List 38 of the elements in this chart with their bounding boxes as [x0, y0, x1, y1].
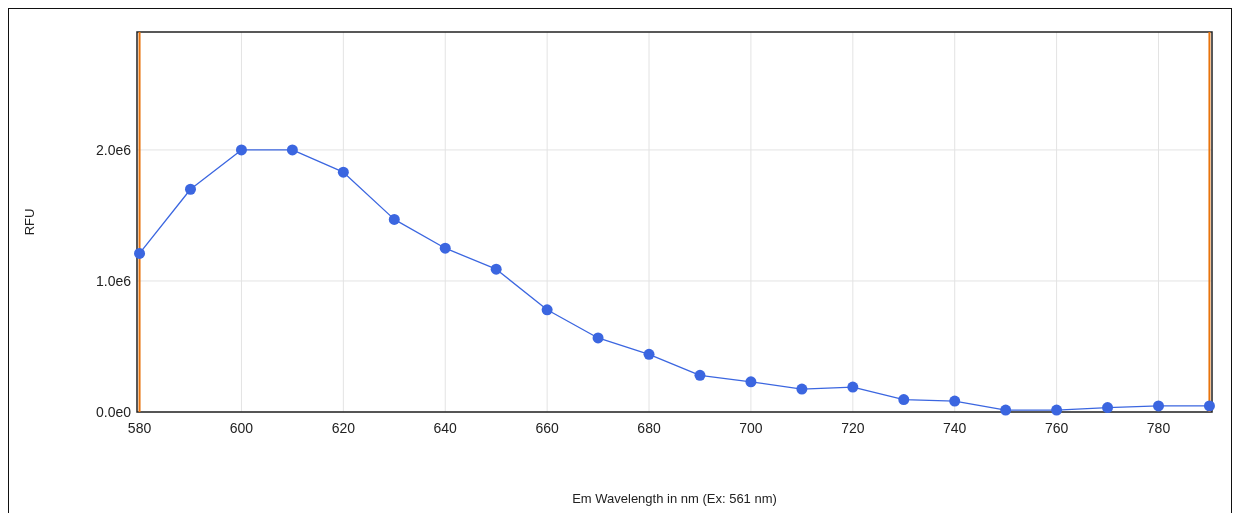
point	[1102, 402, 1114, 414]
point	[490, 263, 502, 275]
point	[286, 144, 298, 156]
point	[949, 395, 961, 407]
point	[1000, 404, 1012, 416]
x-tick-label: 780	[1146, 420, 1171, 436]
point	[337, 166, 349, 178]
x-tick-label: 760	[1044, 420, 1069, 436]
y-tick-label: 2.0e6	[95, 141, 132, 158]
x-tick-label: 580	[127, 420, 152, 436]
point	[694, 369, 706, 381]
x-tick-label: 700	[739, 420, 763, 436]
point	[745, 376, 757, 388]
point	[643, 348, 655, 360]
point	[185, 183, 196, 195]
x-tick-label: 660	[535, 420, 560, 436]
point	[235, 144, 247, 156]
point	[1153, 400, 1164, 412]
y-tick-label: 1.0e6	[95, 272, 132, 289]
x-tick-label: 620	[331, 420, 356, 436]
x-axis-title: Em Wavelength in nm (Ex: 561 nm)	[572, 491, 777, 506]
point	[898, 394, 910, 406]
x-tick-label: 640	[433, 420, 458, 436]
point	[592, 332, 604, 344]
point	[439, 242, 451, 254]
x-tick-label: 720	[841, 420, 865, 436]
point	[134, 247, 146, 259]
x-tick-label: 740	[943, 420, 967, 436]
point	[1203, 400, 1215, 412]
point	[388, 213, 400, 225]
point	[847, 381, 859, 393]
point	[1051, 404, 1063, 416]
x-tick-label: 600	[229, 420, 254, 436]
y-tick-label: 0.0e0	[95, 404, 132, 420]
point	[541, 304, 553, 316]
y-axis-title: RFU	[22, 208, 37, 236]
x-tick-label: 680	[637, 420, 661, 436]
point	[796, 383, 808, 395]
